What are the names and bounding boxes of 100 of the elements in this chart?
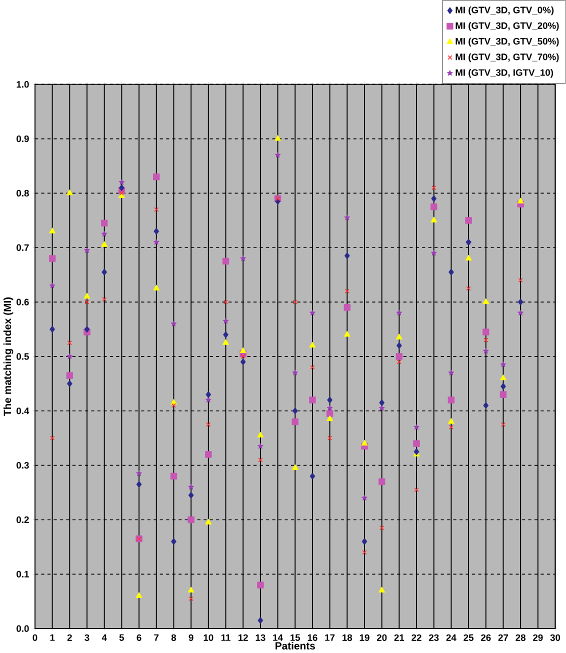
point — [102, 268, 108, 276]
point — [501, 422, 506, 427]
y-tick-label: 0.3 — [16, 462, 30, 469]
point — [518, 298, 524, 306]
point — [240, 358, 246, 366]
x-tick-label: 23 — [429, 634, 439, 641]
y-tick-label: 0.5 — [16, 353, 30, 360]
point — [500, 362, 506, 368]
x-tick-label: 15 — [290, 634, 300, 641]
point — [362, 538, 368, 546]
point — [500, 374, 507, 380]
point — [292, 464, 299, 470]
point — [361, 440, 368, 446]
point — [240, 255, 246, 262]
point — [483, 348, 490, 354]
x-tick-label: 8 — [172, 634, 176, 641]
point — [84, 247, 90, 253]
x-axis-title: Patients — [276, 642, 316, 650]
point — [188, 516, 195, 524]
point — [465, 217, 472, 224]
point — [49, 228, 56, 234]
y-tick-label: 1.0 — [16, 81, 29, 88]
point — [50, 436, 55, 440]
point — [240, 354, 246, 359]
point — [432, 185, 436, 190]
point — [362, 494, 368, 501]
point — [222, 258, 230, 265]
point — [380, 526, 384, 530]
x-tick-label: 6 — [136, 634, 142, 641]
x-tick-label: 16 — [308, 634, 318, 641]
point — [466, 286, 472, 291]
point — [67, 380, 73, 388]
point — [224, 300, 228, 304]
x-tick-label: 29 — [533, 634, 543, 641]
point — [274, 152, 281, 158]
point — [448, 268, 454, 276]
x-tick-label: 17 — [325, 634, 335, 641]
x-tick-label: 11 — [222, 634, 231, 641]
point — [448, 396, 455, 404]
point — [154, 239, 160, 245]
point — [344, 214, 350, 220]
x-tick-label: 18 — [342, 634, 352, 641]
y-tick-label: 0.1 — [16, 570, 30, 578]
point — [257, 432, 264, 438]
point — [292, 407, 298, 414]
point — [258, 616, 264, 624]
point — [430, 203, 438, 210]
point — [206, 422, 211, 427]
x-tick-label: 21 — [394, 634, 404, 641]
legend-label: MI (GTV_3D, IGTV_10) — [456, 68, 554, 78]
point — [310, 365, 315, 370]
point — [118, 179, 125, 185]
point — [170, 472, 178, 480]
point — [500, 382, 506, 390]
point — [482, 328, 490, 336]
point — [309, 342, 316, 348]
point — [188, 484, 194, 490]
x-tick-label: 26 — [481, 634, 491, 641]
x-tick-label: 19 — [360, 634, 370, 641]
point — [309, 396, 316, 404]
point — [188, 586, 194, 592]
point — [66, 189, 74, 196]
point — [414, 424, 420, 430]
point — [292, 418, 299, 426]
x-tick-label: 9 — [188, 634, 194, 641]
x-tick-label: 7 — [154, 634, 159, 641]
point — [136, 470, 142, 476]
point — [397, 360, 402, 364]
point — [448, 370, 454, 376]
point — [413, 440, 420, 447]
y-axis-title: The matching index (MI) — [4, 297, 14, 416]
point — [49, 255, 56, 262]
point — [482, 298, 490, 304]
point — [327, 396, 333, 404]
x-tick-label: 24 — [446, 634, 457, 641]
point — [240, 347, 247, 354]
point — [326, 405, 333, 411]
point — [379, 399, 385, 406]
point — [448, 418, 455, 424]
legend-label: MI (GTV_3D, GTV_0%) — [456, 6, 554, 16]
point — [136, 480, 142, 488]
point — [102, 296, 107, 302]
point — [274, 135, 282, 141]
point — [101, 241, 108, 247]
point — [84, 326, 90, 333]
point — [258, 458, 263, 462]
point — [379, 405, 385, 411]
x-tick-label: 5 — [120, 634, 124, 641]
point — [257, 582, 264, 588]
point — [344, 330, 351, 337]
legend-label: MI (GTV_3D, GTV_20%) — [456, 22, 559, 31]
point — [518, 310, 524, 316]
point — [344, 288, 350, 294]
point — [328, 436, 332, 440]
point — [67, 340, 72, 346]
y-tick-label: 0.7 — [16, 244, 29, 251]
point — [66, 353, 73, 360]
point — [465, 254, 472, 260]
point — [430, 216, 438, 222]
point — [153, 284, 160, 290]
